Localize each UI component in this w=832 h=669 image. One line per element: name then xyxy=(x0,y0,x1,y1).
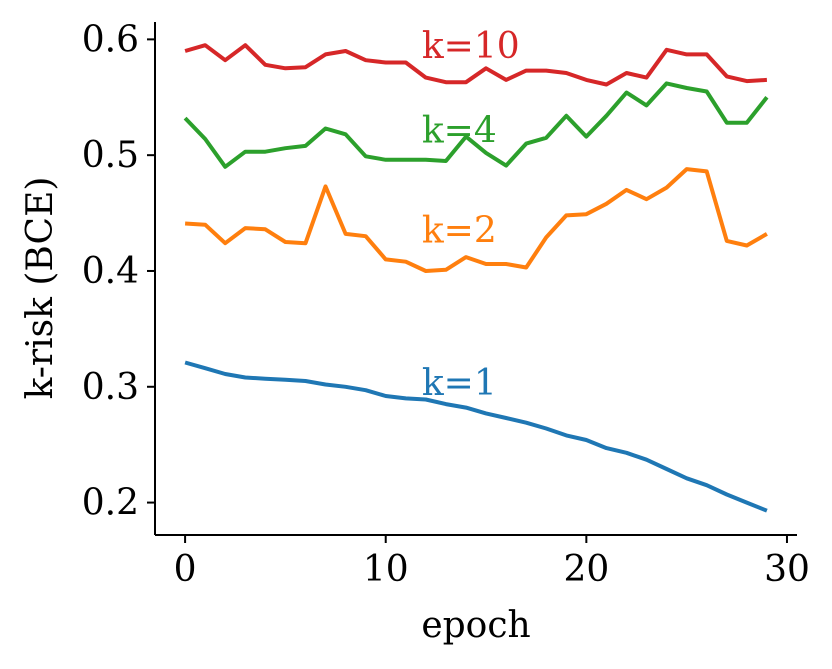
series-line-k10 xyxy=(184,43,768,87)
series-label-k1: k=1 xyxy=(422,363,497,404)
x-tick-label-30: 30 xyxy=(764,549,810,590)
series-line-k4 xyxy=(183,81,769,169)
series-line-k2 xyxy=(184,167,768,273)
y-ticks: 0.2 0.3 0.4 0.5 0.6 xyxy=(82,19,155,524)
y-tick-label-0.2: 0.2 xyxy=(82,483,139,524)
y-axis-title: k-risk (BCE) xyxy=(20,177,61,400)
y-tick-label-0.3: 0.3 xyxy=(82,367,139,408)
series-labels: k=1 k=2 k=4 k=10 xyxy=(422,26,520,404)
x-tick-label-20: 20 xyxy=(563,549,609,590)
y-tick-label-0.5: 0.5 xyxy=(82,135,139,176)
y-tick-label-0.6: 0.6 xyxy=(82,19,139,60)
y-tick-label-0.4: 0.4 xyxy=(82,251,139,292)
x-axis-title: epoch xyxy=(421,605,530,646)
series-label-k4: k=4 xyxy=(422,111,497,152)
series-line-k1 xyxy=(184,360,768,513)
x-tick-label-0: 0 xyxy=(174,549,197,590)
series-label-k10: k=10 xyxy=(422,26,520,67)
x-tick-label-10: 10 xyxy=(363,549,409,590)
plot-lines xyxy=(183,43,769,513)
x-ticks: 0 10 20 30 xyxy=(174,535,810,590)
series-label-k2: k=2 xyxy=(422,210,497,251)
